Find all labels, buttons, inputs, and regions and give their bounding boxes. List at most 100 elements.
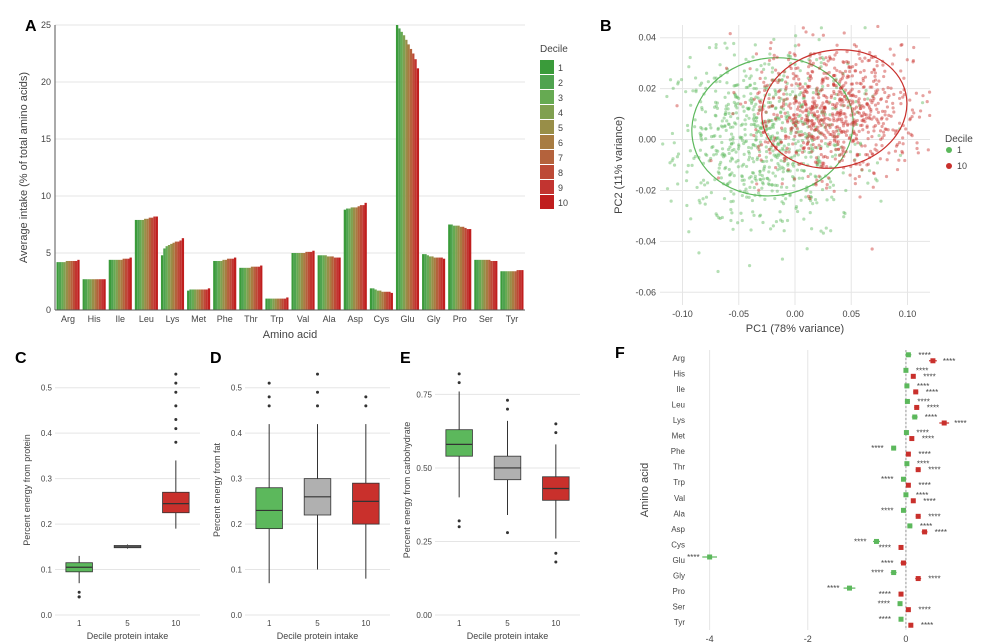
svg-text:0.05: 0.05	[842, 309, 860, 319]
outlier-point	[506, 531, 509, 534]
boxplot-box	[353, 483, 380, 524]
svg-text:Ser: Ser	[673, 603, 686, 612]
scatter-point	[808, 62, 811, 65]
scatter-point	[840, 93, 843, 96]
svg-text:****: ****	[878, 600, 890, 609]
scatter-point	[765, 145, 768, 148]
scatter-point	[782, 170, 785, 173]
scatter-point	[759, 77, 762, 80]
svg-text:Asp: Asp	[671, 525, 685, 534]
bar	[153, 217, 155, 310]
scatter-point	[891, 62, 894, 65]
scatter-point	[715, 149, 718, 152]
bar	[151, 218, 153, 310]
svg-text:Tyr: Tyr	[506, 314, 519, 324]
bar	[225, 260, 227, 310]
scatter-point	[735, 111, 738, 114]
bar	[175, 242, 177, 310]
svg-text:****: ****	[687, 553, 699, 562]
scatter-point	[781, 147, 784, 150]
scatter-point	[875, 143, 878, 146]
scatter-point	[747, 158, 750, 161]
scatter-point	[785, 93, 788, 96]
scatter-point	[753, 113, 756, 116]
scatter-point	[774, 117, 777, 120]
scatter-point	[857, 53, 860, 56]
scatter-point	[737, 147, 740, 150]
scatter-point	[842, 150, 845, 153]
scatter-point	[907, 131, 910, 134]
svg-text:****: ****	[954, 419, 966, 428]
scatter-point	[805, 90, 808, 93]
bar	[116, 260, 118, 310]
interval-point	[707, 555, 712, 560]
interval-point	[901, 508, 906, 513]
scatter-point	[758, 109, 761, 112]
scatter-point	[701, 197, 704, 200]
scatter-point	[745, 196, 748, 199]
scatter-point	[764, 140, 767, 143]
svg-text:Ala: Ala	[673, 509, 685, 518]
bar	[308, 252, 310, 310]
scatter-point	[774, 106, 777, 109]
scatter-point	[699, 84, 702, 87]
scatter-point	[823, 110, 826, 113]
scatter-point	[762, 68, 765, 71]
svg-text:****: ****	[928, 466, 940, 475]
scatter-point	[743, 128, 746, 131]
scatter-point	[731, 112, 734, 115]
scatter-point	[911, 108, 914, 111]
svg-text:****: ****	[928, 512, 940, 521]
scatter-point	[806, 86, 809, 89]
scatter-point	[844, 98, 847, 101]
scatter-point	[867, 116, 870, 119]
scatter-point	[819, 230, 822, 233]
interval-point	[904, 383, 909, 388]
scatter-point	[684, 90, 687, 93]
scatter-point	[706, 181, 709, 184]
bar	[298, 253, 300, 310]
scatter-point	[854, 182, 857, 185]
scatter-point	[695, 186, 698, 189]
bar	[255, 267, 257, 310]
scatter-point	[784, 112, 787, 115]
svg-text:25: 25	[41, 20, 51, 30]
scatter-point	[767, 97, 770, 100]
interval-point	[908, 623, 913, 628]
scatter-point	[822, 114, 825, 117]
interval-point	[898, 601, 903, 606]
scatter-point	[744, 58, 747, 61]
scatter-point	[797, 78, 800, 81]
scatter-point	[739, 212, 742, 215]
scatter-point	[714, 46, 717, 49]
scatter-point	[778, 118, 781, 121]
scatter-point	[872, 68, 875, 71]
scatter-point	[818, 122, 821, 125]
bar	[249, 268, 251, 310]
scatter-point	[733, 53, 736, 56]
legend-swatch	[540, 180, 554, 194]
svg-text:0.75: 0.75	[416, 390, 432, 399]
bar	[377, 291, 379, 310]
scatter-point	[766, 141, 769, 144]
scatter-point	[831, 103, 834, 106]
scatter-point	[762, 182, 765, 185]
svg-text:****: ****	[879, 615, 891, 624]
bar	[505, 271, 507, 310]
scatter-point	[898, 122, 901, 125]
svg-text:0.02: 0.02	[638, 84, 656, 94]
scatter-point	[813, 102, 816, 105]
bar	[59, 262, 61, 310]
scatter-point	[841, 159, 844, 162]
scatter-point	[847, 66, 850, 69]
svg-text:1: 1	[77, 619, 82, 628]
scatter-point	[834, 154, 837, 157]
scatter-point	[787, 58, 790, 61]
scatter-point	[687, 164, 690, 167]
scatter-point	[886, 158, 889, 161]
scatter-point	[829, 180, 832, 183]
scatter-point	[776, 131, 779, 134]
scatter-point	[827, 101, 830, 104]
scatter-point	[711, 145, 714, 148]
scatter-point	[801, 177, 804, 180]
